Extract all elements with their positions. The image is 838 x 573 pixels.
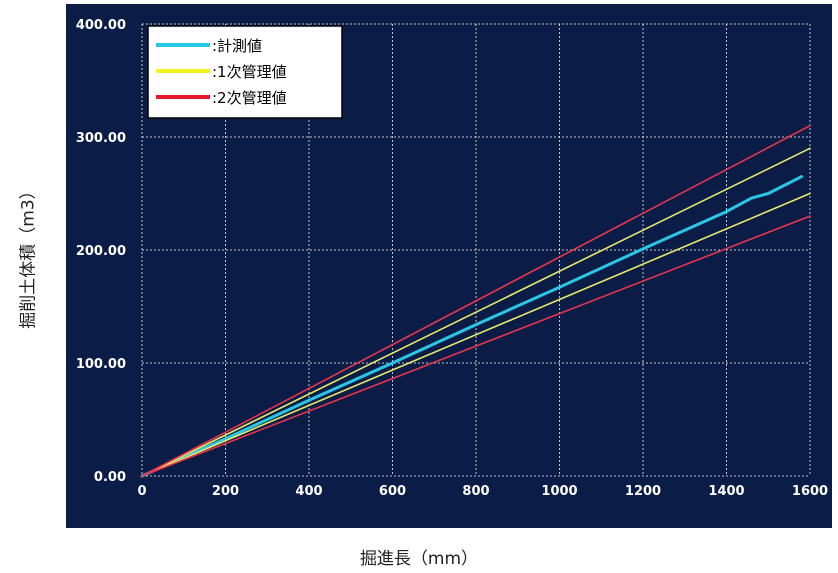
- y-tick-label: 200.00: [76, 244, 126, 259]
- y-tick-label: 300.00: [76, 131, 126, 146]
- series-line: [140, 175, 804, 478]
- x-tick-label: 600: [379, 484, 406, 499]
- x-tick-label: 1600: [792, 484, 828, 499]
- x-tick-label: 1400: [708, 484, 744, 499]
- legend-label: :1次管理値: [212, 63, 287, 81]
- legend: :計測値 :1次管理値 :2次管理値: [147, 25, 343, 119]
- legend-label: :2次管理値: [212, 89, 287, 107]
- x-axis-title: 掘進長（mm）: [359, 549, 479, 569]
- series-line: [141, 124, 811, 477]
- series-line: [141, 215, 811, 477]
- x-tick-label: 800: [462, 484, 489, 499]
- x-tick-label: 1000: [541, 484, 577, 499]
- legend-label: :計測値: [212, 37, 262, 55]
- x-tick-label: 1200: [625, 484, 661, 499]
- y-tick-label: 0.00: [94, 470, 126, 485]
- x-tick-label: 0: [137, 484, 146, 499]
- series-line: [141, 192, 811, 477]
- y-tick-label: 100.00: [76, 357, 126, 372]
- x-tick-label: 200: [212, 484, 239, 499]
- y-axis-title-wrap: 掘削土体積（m3）: [14, 165, 39, 345]
- x-tick-label: 400: [295, 484, 322, 499]
- axes: 0 200 400 600 800 1000 1200 1400 1600 0.00 100.00 2…: [76, 18, 828, 499]
- grid: [141, 23, 811, 477]
- y-tick-label: 400.00: [76, 18, 126, 33]
- series-lines: [140, 124, 811, 478]
- y-axis-title: 掘削土体積（m3）: [18, 181, 39, 329]
- series-line: [141, 147, 811, 477]
